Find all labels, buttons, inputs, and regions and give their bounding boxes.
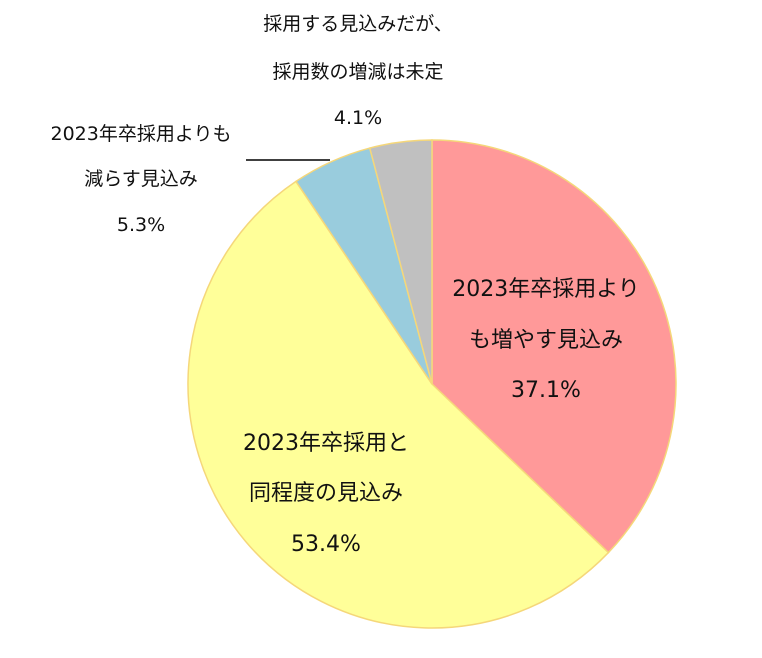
- slice-3-value: 5.3%: [117, 214, 165, 236]
- pie-slices: [187, 139, 677, 629]
- slice-1-value: 37.1%: [511, 378, 581, 403]
- slice-4-label-line-2: 採用数の増減は未定: [272, 61, 443, 83]
- slice-4-label-line-1: 採用する見込みだが、: [263, 13, 453, 35]
- slice-1-label-line-1: 2023年卒採用より: [452, 277, 640, 302]
- pie-slice-2: [187, 180, 610, 629]
- slice-2-label-line-1: 2023年卒採用と: [243, 431, 409, 456]
- slice-3-label-line-1: 2023年卒採用よりも: [51, 123, 232, 145]
- slice-2-value: 53.4%: [291, 532, 361, 557]
- pie-slice-1: [431, 139, 677, 554]
- pie-slice-4: [368, 139, 433, 385]
- slice-3-label-line-2: 減らす見込み: [84, 168, 198, 190]
- slice-1-label-line-2: も増やす見込み: [469, 328, 623, 353]
- slice-4-value: 4.1%: [334, 107, 382, 129]
- slice-2-label-line-2: 同程度の見込み: [249, 481, 403, 506]
